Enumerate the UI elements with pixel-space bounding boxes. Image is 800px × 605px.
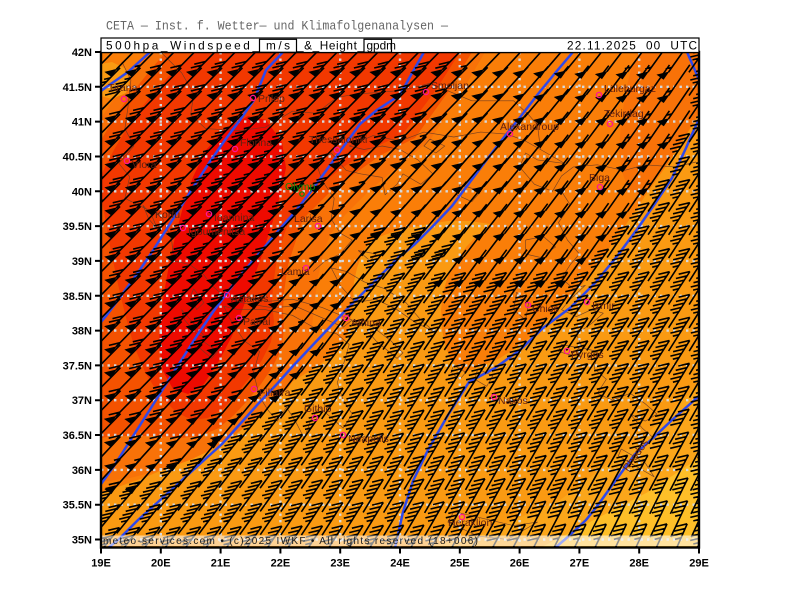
svg-text:37N: 37N — [72, 395, 92, 407]
svg-text:gpdm: gpdm — [367, 38, 397, 52]
svg-text:27E: 27E — [570, 558, 590, 570]
svg-text:Lüleburgaz: Lüleburgaz — [604, 83, 656, 95]
svg-text:Astakos: Astakos — [231, 293, 268, 305]
svg-text:24E: 24E — [390, 558, 410, 570]
svg-text:Izmir: Izmir — [592, 300, 615, 312]
svg-text:Korfu: Korfu — [155, 209, 180, 221]
svg-text:39N: 39N — [72, 256, 92, 268]
svg-text:_&_Height_: _&_Height_ — [296, 38, 364, 52]
svg-text:Filiatra: Filiatra — [259, 387, 291, 399]
svg-text:Florina: Florina — [240, 137, 272, 149]
svg-text:26E: 26E — [510, 558, 530, 570]
svg-text:23E: 23E — [330, 558, 350, 570]
svg-text:40N: 40N — [72, 186, 92, 198]
svg-text:37.5N: 37.5N — [63, 360, 92, 372]
svg-text:Tekirdag: Tekirdag — [604, 108, 644, 120]
svg-text:40.5N: 40.5N — [63, 152, 92, 164]
svg-text:36N: 36N — [72, 465, 92, 477]
svg-text:36.5N: 36.5N — [63, 430, 92, 442]
svg-text:Githio: Githio — [304, 403, 332, 415]
svg-text:22.11.2025 00 UTC: 22.11.2025 00 UTC — [567, 38, 697, 52]
svg-text:38.5N: 38.5N — [63, 291, 92, 303]
svg-text:Olymp: Olymp — [285, 181, 315, 193]
svg-text:Pyrgos: Pyrgos — [571, 349, 604, 361]
svg-text:Chios: Chios — [532, 303, 559, 315]
svg-text:20E: 20E — [151, 558, 171, 570]
svg-text:Neapolis: Neapolis — [348, 433, 389, 445]
svg-text:19E: 19E — [91, 558, 111, 570]
svg-text:22E: 22E — [271, 558, 291, 570]
svg-text:29E: 29E — [689, 558, 709, 570]
svg-text:42N: 42N — [72, 47, 92, 59]
svg-text:Prilep: Prilep — [258, 93, 285, 105]
svg-text:28E: 28E — [629, 558, 649, 570]
svg-text:Athina: Athina — [351, 317, 381, 329]
svg-text:Thessaloniki: Thessaloniki — [309, 134, 367, 146]
svg-text:41.5N: 41.5N — [63, 82, 92, 94]
svg-text:Vlora: Vlora — [132, 159, 157, 171]
svg-text:Heraklion: Heraklion — [448, 517, 493, 529]
svg-text:25E: 25E — [450, 558, 470, 570]
svg-text:CETA — Inst. f. Wetter— und Kl: CETA — Inst. f. Wetter— und Klimafolgena… — [106, 20, 448, 34]
svg-text:38N: 38N — [72, 326, 92, 338]
svg-text:35N: 35N — [72, 535, 92, 547]
svg-text:meteo-services.com • (c)2025 I: meteo-services.com • (c)2025 IWKF • All … — [103, 536, 478, 547]
svg-text:35.5N: 35.5N — [63, 500, 92, 512]
svg-text:41N: 41N — [72, 117, 92, 129]
svg-text:Biga: Biga — [589, 172, 610, 184]
svg-text:m/s: m/s — [266, 38, 290, 52]
svg-text:Larisa: Larisa — [294, 213, 323, 225]
svg-text:39.5N: 39.5N — [63, 221, 92, 233]
svg-text:Lamia: Lamia — [281, 266, 310, 278]
svg-text:Igoumenitsa: Igoumenitsa — [188, 226, 245, 238]
svg-text:Smoljan: Smoljan — [431, 80, 469, 92]
svg-text:Alexandroup: Alexandroup — [500, 121, 559, 133]
svg-text:Naxos: Naxos — [498, 395, 528, 407]
svg-text:21E: 21E — [211, 558, 231, 570]
svg-text:Ioannina: Ioannina — [214, 212, 254, 224]
svg-text:Patrai: Patrai — [243, 316, 270, 328]
svg-text:Tirana: Tirana — [108, 82, 138, 94]
